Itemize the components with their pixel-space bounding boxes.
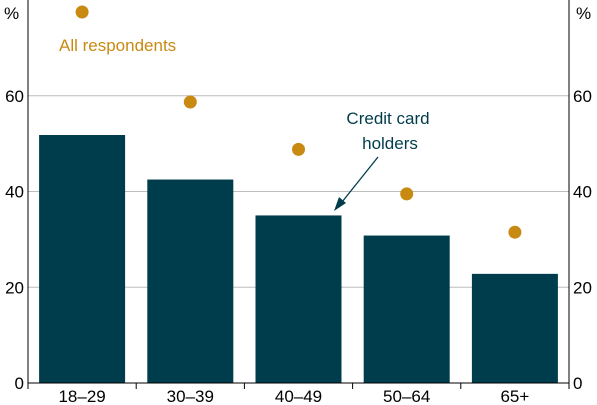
y-tick-label-left: 40 (5, 183, 24, 202)
x-tick-label: 50–64 (383, 387, 430, 405)
bar (39, 135, 126, 383)
y-tick-label-right: 40 (573, 183, 592, 202)
annotation-credit-card-line1: Credit card (346, 109, 429, 128)
bar (147, 179, 234, 383)
dot-series-all-respondents (75, 5, 522, 239)
x-tick-label: 65+ (500, 387, 529, 405)
annotation-arrow-line (341, 156, 379, 203)
bar (255, 215, 342, 383)
y-unit-right: % (576, 4, 591, 23)
y-tick-label-right: 20 (573, 278, 592, 297)
annotation-arrow-head (334, 197, 346, 211)
y-axis-left-ticks: 0 20 40 60 (5, 87, 24, 393)
x-tick-label: 40–49 (275, 387, 322, 405)
dot (400, 187, 414, 201)
y-axis-right-ticks: 0 20 40 60 (573, 87, 592, 393)
y-tick-label-left: 20 (5, 278, 24, 297)
dot (183, 95, 197, 109)
dot (75, 5, 89, 19)
y-tick-label-left: 60 (5, 87, 24, 106)
y-unit-left: % (4, 4, 19, 23)
bar (363, 235, 450, 383)
x-axis-ticks: 18–29 30–39 40–49 50–64 65+ (58, 387, 529, 405)
dot (508, 225, 522, 239)
axes (27, 0, 570, 389)
y-tick-label-right: 0 (573, 374, 582, 393)
y-tick-label-right: 60 (573, 87, 592, 106)
x-tick-label: 18–29 (58, 387, 105, 405)
annotation-credit-card-line2: holders (362, 134, 418, 153)
y-tick-label-left: 0 (15, 374, 24, 393)
bar-series-credit-card-holders (39, 135, 558, 383)
dot (292, 142, 305, 156)
bar (471, 273, 558, 383)
x-tick-label: 30–39 (167, 387, 214, 405)
annotation-all-respondents: All respondents (59, 36, 176, 55)
